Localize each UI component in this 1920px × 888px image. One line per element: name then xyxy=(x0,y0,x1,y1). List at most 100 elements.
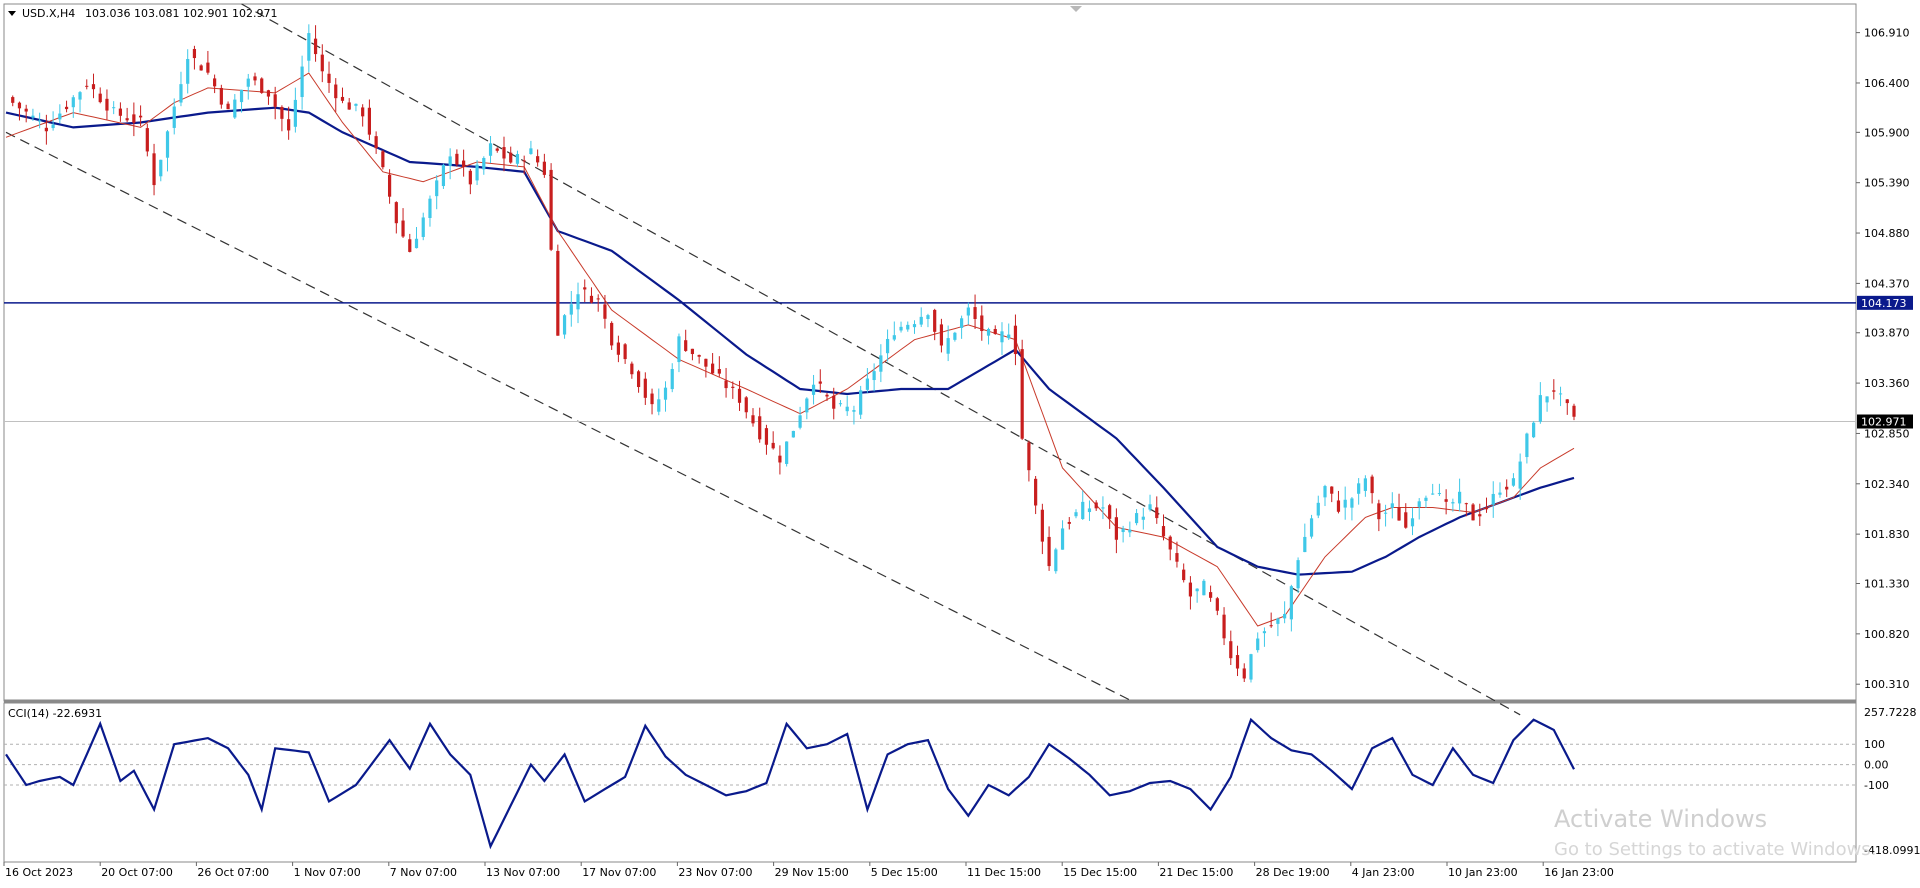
scroll-marker-icon[interactable] xyxy=(1070,6,1082,12)
price-tick-label: 100.310 xyxy=(1864,678,1910,691)
bear-candle xyxy=(287,106,291,140)
bull-candle xyxy=(899,321,903,333)
bear-candle xyxy=(1478,503,1482,526)
bear-candle xyxy=(832,387,836,420)
bear-candle xyxy=(616,335,620,363)
bear-candle xyxy=(152,143,156,196)
bear-candle xyxy=(125,107,129,123)
bear-candle xyxy=(462,149,466,177)
candles xyxy=(11,24,1576,683)
bull-candle xyxy=(78,91,82,113)
bull-candle xyxy=(448,148,452,180)
bear-candle xyxy=(596,294,600,312)
cci-tick-label: 100 xyxy=(1864,738,1885,751)
bear-candle xyxy=(1552,379,1556,400)
current-price-badge: 102.971 xyxy=(1857,414,1913,429)
bull-candle xyxy=(912,320,917,334)
bull-candle xyxy=(293,87,297,133)
bear-candle xyxy=(650,388,654,415)
bull-candle xyxy=(482,156,486,175)
bull-candle xyxy=(186,49,190,94)
bull-candle xyxy=(165,130,170,172)
price-labels: 104.173 102.971 xyxy=(1857,295,1913,429)
bear-candle xyxy=(85,79,89,90)
bull-candle xyxy=(805,397,809,420)
bull-candle xyxy=(960,315,964,339)
bear-candle xyxy=(1484,497,1489,513)
bull-candle xyxy=(926,313,930,328)
bear-candle xyxy=(213,74,217,94)
bear-candle xyxy=(1215,596,1219,616)
bear-candle xyxy=(219,84,223,109)
bear-candle xyxy=(536,149,540,167)
bear-candle xyxy=(764,424,769,455)
bear-candle xyxy=(1108,503,1112,529)
bear-candle xyxy=(495,147,499,153)
bull-candle xyxy=(798,406,802,430)
bull-candle xyxy=(159,159,163,182)
bear-candle xyxy=(778,445,782,475)
symbol-menu-icon[interactable] xyxy=(8,11,16,16)
bull-candle xyxy=(811,374,816,405)
time-tick-label: 20 Oct 07:00 xyxy=(101,866,173,879)
cci-line-group xyxy=(5,717,1575,850)
bull-candle xyxy=(919,307,923,328)
time-tick-label: 23 Nov 07:00 xyxy=(678,866,752,879)
bear-candle xyxy=(603,294,607,329)
bull-candle xyxy=(71,95,75,118)
bear-candle xyxy=(502,136,506,172)
bear-candle xyxy=(589,287,594,304)
channel-line[interactable] xyxy=(5,131,1131,701)
bull-candle xyxy=(1054,547,1058,574)
bear-candle xyxy=(1182,563,1186,583)
bull-candle xyxy=(885,329,890,362)
bull-candle xyxy=(488,135,493,164)
bear-candle xyxy=(98,87,102,104)
bear-candle xyxy=(1034,476,1038,515)
bull-candle xyxy=(1511,473,1516,487)
activate-windows-hint: Go to Settings to activate Windows. xyxy=(1554,839,1876,860)
bull-candle xyxy=(529,140,533,155)
bear-candle xyxy=(340,87,345,104)
bull-candle xyxy=(58,104,62,124)
time-tick-label: 11 Dec 15:00 xyxy=(967,866,1041,879)
bear-candle xyxy=(455,149,459,167)
bear-candle xyxy=(408,233,412,253)
bear-candle xyxy=(226,101,230,110)
bull-candle xyxy=(1417,498,1421,520)
price-axis: 106.910 106.400 105.900 105.390 104.880 104.3… xyxy=(1856,27,1910,691)
bull-candle xyxy=(1289,584,1293,632)
bear-candle xyxy=(206,50,210,75)
bull-candle xyxy=(1296,557,1300,593)
bear-candle xyxy=(731,381,735,399)
bear-candle xyxy=(1269,612,1273,628)
price-tick-label: 106.910 xyxy=(1864,27,1910,40)
bear-candle xyxy=(1377,499,1381,532)
bear-candle xyxy=(468,168,472,195)
bull-candle xyxy=(663,381,668,412)
bull-candle xyxy=(428,195,432,227)
channel-line[interactable] xyxy=(241,3,1521,716)
bull-candle xyxy=(562,313,567,339)
bull-candle xyxy=(1545,396,1549,412)
bull-candle xyxy=(1148,494,1152,512)
bull-candle xyxy=(1424,495,1428,508)
bull-candle xyxy=(859,385,863,420)
time-tick-label: 21 Dec 15:00 xyxy=(1159,866,1233,879)
bull-candle xyxy=(1074,509,1078,519)
bear-candle xyxy=(636,369,641,393)
cci-label: CCI(14) -22.6931 xyxy=(8,707,102,720)
bear-candle xyxy=(1565,399,1569,415)
bull-candle xyxy=(838,400,843,407)
bear-candle xyxy=(630,361,634,379)
bear-candle xyxy=(825,392,829,401)
ohlc-label: 103.036 103.081 102.901 102.971 xyxy=(85,7,277,20)
time-tick-label: 5 Dec 15:00 xyxy=(871,866,938,879)
bull-candle xyxy=(1525,432,1529,464)
bear-candle xyxy=(717,356,721,377)
bear-candle xyxy=(1572,403,1576,421)
bear-candle xyxy=(374,131,378,154)
time-tick-label: 17 Nov 07:00 xyxy=(582,866,656,879)
